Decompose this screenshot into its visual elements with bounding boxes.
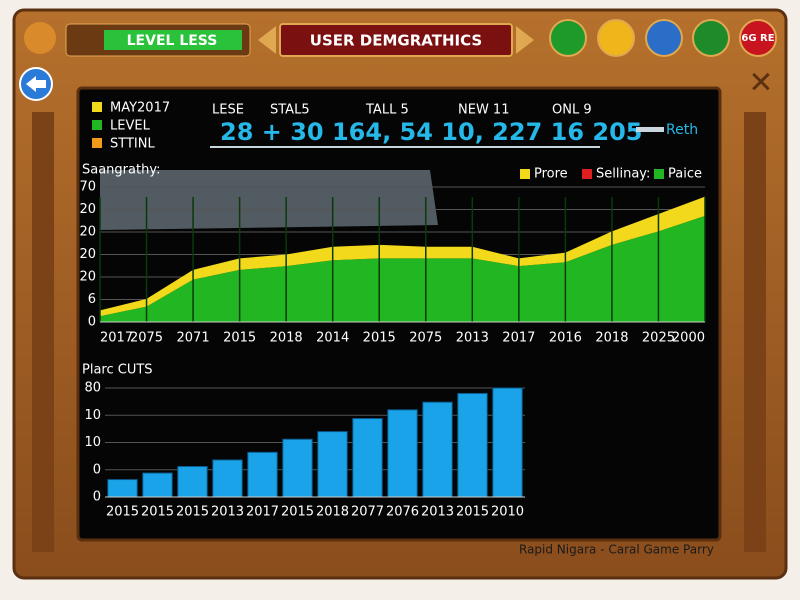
x-tick-label: 2075 (130, 331, 163, 346)
logo (24, 22, 56, 54)
y-tick-label: 20 (79, 247, 96, 262)
legend-swatch (654, 169, 664, 179)
bar (212, 459, 243, 498)
x-tick-label: 2013 (211, 505, 244, 520)
x-tick-label: 2018 (595, 331, 628, 346)
icon-badge[interactable] (739, 19, 777, 57)
y-tick-label: 0 (93, 490, 101, 505)
x-tick-label: 2015 (456, 505, 489, 520)
x-tick-label: 2071 (177, 331, 210, 346)
footer: Rapid Nigara - Caral Game Parry (519, 543, 714, 557)
side-rail (744, 112, 766, 552)
stat-label: STAL5 (270, 103, 310, 118)
stat-label: ONL 9 (552, 103, 592, 118)
icon-tree[interactable] (549, 19, 587, 57)
x-tick-label: 2018 (270, 331, 303, 346)
stat-label: NEW 11 (458, 103, 509, 118)
bar (352, 418, 383, 498)
x-tick-label: 2017 (100, 331, 133, 346)
legend-label: Paice (668, 167, 702, 182)
legend-label: LEVEL (110, 119, 151, 134)
arrow-right[interactable] (516, 26, 534, 54)
x-tick-label: 2015 (106, 505, 139, 520)
level-button[interactable] (104, 30, 242, 50)
x-tick-label: 2010 (491, 505, 524, 520)
x-tick-label: 2015 (176, 505, 209, 520)
chart-title: Saangrathy: (82, 163, 160, 178)
y-tick-label: 20 (79, 270, 96, 285)
stats-numbers: 28 + 30 164, 54 10, 227 16 205 (220, 118, 642, 146)
link-text[interactable]: Reth (666, 122, 698, 138)
y-tick-label: 0 (88, 315, 96, 330)
x-tick-label: 2015 (363, 331, 396, 346)
close-button[interactable]: ✕ (748, 66, 773, 101)
bar (317, 431, 348, 498)
legend-label: Prore (534, 167, 568, 182)
x-tick-label: 2015 (141, 505, 174, 520)
y-tick-label: 20 (79, 202, 96, 217)
badge-text: 6G RE (741, 33, 774, 44)
x-tick-label: 2000 (672, 331, 705, 346)
area (100, 215, 705, 322)
level-text: LEVEL LESS (127, 33, 218, 49)
y-tick-label: 20 (79, 225, 96, 240)
legend-swatch (92, 102, 102, 112)
side-rail (32, 112, 54, 552)
x-tick-label: 2013 (456, 331, 489, 346)
x-tick-label: 2077 (351, 505, 384, 520)
bar (247, 451, 278, 498)
texture-overlay (100, 170, 438, 230)
legend-swatch (92, 120, 102, 130)
icon-profile[interactable] (597, 19, 635, 57)
stat-label: LESE (212, 103, 244, 118)
bar (282, 438, 313, 498)
y-tick-label: 10 (84, 408, 101, 423)
y-tick-label: 70 (79, 180, 96, 195)
area (100, 196, 705, 317)
bar (492, 387, 523, 498)
legend-swatch (520, 169, 530, 179)
x-tick-label: 2015 (223, 331, 256, 346)
x-tick-label: 2013 (421, 505, 454, 520)
bar (422, 401, 453, 498)
x-tick-label: 2018 (316, 505, 349, 520)
x-tick-label: 2075 (409, 331, 442, 346)
bar (142, 472, 173, 498)
bar (177, 465, 208, 498)
icon-info[interactable] (645, 19, 683, 57)
legend-swatch (582, 169, 592, 179)
x-tick-label: 2025 (642, 331, 675, 346)
bar (107, 479, 138, 498)
stat-label: TALL 5 (365, 103, 409, 118)
x-tick-label: 2017 (246, 505, 279, 520)
x-tick-label: 2015 (281, 505, 314, 520)
legend-label: Sellinay: (596, 167, 650, 182)
title-text: USER DEMGRATHICS (310, 32, 482, 50)
legend-swatch (92, 138, 102, 148)
bar (387, 409, 418, 498)
back-arrow (26, 76, 46, 92)
title-banner (279, 23, 513, 57)
x-tick-label: 2014 (316, 331, 349, 346)
chart-title: Plarc CUTS (82, 363, 153, 378)
y-tick-label: 0 (93, 462, 101, 477)
x-tick-label: 2017 (502, 331, 535, 346)
y-tick-label: 10 (84, 435, 101, 450)
y-tick-label: 80 (84, 381, 101, 396)
x-tick-label: 2016 (549, 331, 582, 346)
arrow-left[interactable] (258, 26, 276, 54)
legend-label: STTINL (110, 137, 155, 152)
icon-tool[interactable] (692, 19, 730, 57)
y-tick-label: 6 (88, 292, 96, 307)
link-bar (636, 127, 664, 132)
bar (457, 392, 488, 498)
legend-label: MAY2017 (110, 101, 170, 116)
x-tick-label: 2076 (386, 505, 419, 520)
